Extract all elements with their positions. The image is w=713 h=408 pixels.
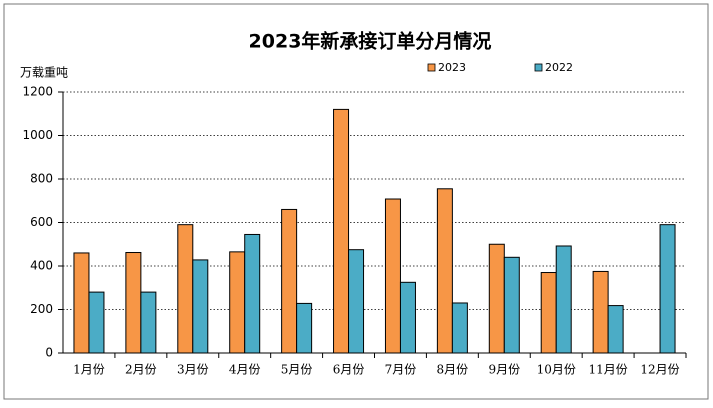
bar: [140, 291, 157, 354]
y-axis-label: 万载重吨: [20, 66, 68, 80]
bar: [384, 198, 401, 354]
y-tick-label: 400: [30, 259, 53, 273]
x-tick-label: 6月份: [333, 363, 365, 377]
legend-swatch: [534, 63, 543, 72]
bar: [177, 224, 194, 354]
y-tick-label: 600: [30, 215, 53, 229]
x-tick-label: 8月份: [437, 363, 469, 377]
bar: [244, 233, 261, 354]
legend-swatch: [427, 63, 436, 72]
bar: [333, 108, 350, 354]
bar: [451, 302, 468, 354]
bar: [592, 270, 609, 354]
x-tick-label: 12月份: [640, 363, 679, 377]
legend-label: 2023: [438, 61, 466, 74]
x-tick-label: 10月份: [537, 363, 576, 377]
chart-title: 2023年新承接订单分月情况: [249, 30, 492, 53]
bar: [73, 252, 90, 354]
x-tick-label: 11月份: [588, 363, 627, 377]
y-tick-label: 0: [45, 346, 53, 360]
x-tick-label: 3月份: [177, 363, 209, 377]
bar: [555, 245, 572, 354]
bar: [192, 259, 209, 354]
bar: [540, 272, 557, 354]
x-tick-label: 9月份: [488, 363, 520, 377]
y-tick-label: 200: [30, 302, 53, 316]
bar: [281, 208, 298, 354]
bar: [348, 249, 365, 354]
bar: [659, 224, 676, 354]
x-tick-label: 7月份: [385, 363, 417, 377]
x-tick-label: 2月份: [125, 363, 157, 377]
bar: [488, 243, 505, 354]
bar: [436, 188, 453, 354]
bar: [399, 281, 416, 354]
y-tick-label: 800: [30, 172, 53, 186]
legend-label: 2022: [545, 61, 573, 74]
bar: [503, 256, 520, 354]
bar: [607, 305, 624, 354]
x-tick-label: 4月份: [229, 363, 261, 377]
bar: [229, 251, 246, 354]
y-tick-label: 1200: [22, 85, 53, 99]
bar: [88, 291, 105, 354]
x-tick-label: 5月份: [281, 363, 313, 377]
bar: [125, 252, 142, 354]
y-tick-label: 1000: [22, 128, 53, 142]
bar: [296, 302, 313, 354]
x-tick-label: 1月份: [73, 363, 105, 377]
